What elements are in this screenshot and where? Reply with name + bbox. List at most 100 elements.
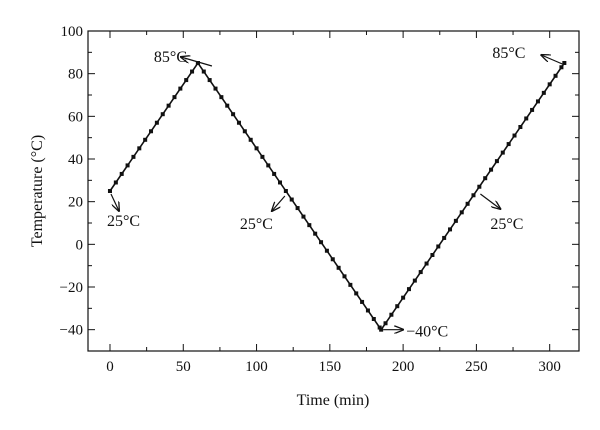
series-marker	[213, 86, 218, 91]
series-marker	[160, 112, 165, 117]
series-vertex-marker	[107, 189, 112, 193]
series-marker	[166, 103, 171, 108]
series-marker	[231, 112, 236, 117]
series-marker	[389, 312, 394, 317]
series-marker	[348, 282, 353, 287]
x-tick-label: 50	[176, 359, 191, 375]
annotation-neg40c: −40°C	[406, 324, 448, 341]
series-vertex-marker	[562, 61, 567, 65]
series-marker	[113, 180, 118, 185]
series-marker	[430, 253, 435, 257]
plot-frame	[87, 30, 580, 352]
series-marker	[272, 171, 277, 176]
series-marker	[553, 73, 558, 78]
series-marker	[471, 193, 476, 198]
series-marker	[448, 227, 453, 232]
series-vertex-marker	[195, 61, 200, 65]
series-marker	[336, 265, 341, 270]
series-marker	[283, 189, 288, 193]
series-marker	[149, 129, 154, 134]
series-marker	[453, 218, 458, 223]
annotation-85c-top: 85°C	[154, 49, 187, 66]
series-marker	[289, 197, 294, 202]
series-marker	[547, 82, 552, 87]
series-marker	[354, 291, 359, 296]
series-line	[109, 61, 566, 332]
markers-group	[107, 61, 567, 332]
series-marker	[119, 171, 124, 176]
series-marker	[184, 78, 189, 83]
y-tick-label: 80	[68, 67, 83, 83]
series-marker	[260, 154, 265, 159]
annotation-25c-middle: 25°C	[240, 216, 273, 233]
series-marker	[131, 154, 136, 159]
annotation-arrow-25c-right	[480, 193, 500, 209]
series-marker	[254, 146, 259, 151]
series-marker	[465, 201, 470, 206]
series-marker	[225, 103, 230, 108]
series-marker	[401, 295, 406, 300]
series-marker	[377, 325, 382, 330]
y-tick-label: −40	[60, 323, 83, 339]
y-tick-label: 0	[76, 237, 84, 253]
series-marker	[219, 95, 224, 100]
y-tick-label: 40	[68, 152, 83, 168]
series-marker	[436, 244, 441, 249]
annotation-85c-end: 85°C	[492, 45, 525, 62]
series-marker	[178, 86, 183, 91]
series-marker	[371, 317, 376, 321]
series-marker	[307, 223, 312, 228]
y-tick-label: 60	[68, 109, 83, 125]
y-tick-label: 20	[68, 195, 83, 211]
series-marker	[236, 120, 241, 125]
x-axis-label: Time (min)	[297, 392, 370, 409]
annotation-arrow-25c-start	[110, 193, 119, 211]
axis-tick-labels: 0 50 100 150 200 250 300 −40 −20 0 20 40 60 80 100	[60, 24, 561, 375]
x-tick-label: 250	[465, 359, 488, 375]
series-marker	[365, 308, 370, 313]
series-marker	[330, 257, 335, 262]
y-axis-label: Temperature (°C)	[29, 135, 46, 247]
series-marker	[342, 274, 347, 279]
x-tick-label: 0	[106, 359, 114, 375]
series-marker	[535, 99, 540, 104]
series-marker	[207, 78, 212, 83]
y-tick-label: −20	[60, 280, 83, 296]
series-marker	[383, 321, 388, 326]
annotation-25c-right: 25°C	[490, 216, 523, 233]
series-marker	[242, 129, 247, 134]
series-marker	[412, 278, 417, 283]
series-marker	[512, 133, 517, 138]
series-marker	[406, 287, 411, 292]
series-marker	[324, 248, 329, 253]
series-marker	[266, 163, 271, 168]
series-marker	[489, 167, 494, 172]
series-marker	[143, 137, 148, 142]
series-marker	[301, 214, 306, 219]
series-marker	[524, 116, 529, 121]
series-marker	[459, 210, 464, 215]
series-marker	[424, 261, 429, 266]
annotations-group: 85°C 25°C 25°C −40°C 25°C 85°C	[107, 45, 563, 341]
annotation-arrow-25c-middle	[272, 195, 286, 211]
series-marker	[541, 90, 546, 95]
series-vertex-marker	[379, 327, 384, 332]
series-marker	[137, 146, 142, 151]
series-marker	[395, 304, 400, 309]
series-marker	[313, 231, 318, 236]
annotation-arrow-85c-top	[181, 57, 213, 67]
series-marker	[190, 69, 195, 74]
series-marker	[172, 95, 177, 100]
series-marker	[201, 69, 206, 74]
series-marker	[559, 65, 564, 70]
series-marker	[154, 120, 159, 125]
axis-ticks	[88, 30, 579, 352]
series-marker	[500, 150, 505, 155]
series-marker	[319, 240, 324, 245]
series-marker	[483, 176, 488, 181]
x-tick-label: 200	[392, 359, 415, 375]
series-marker	[125, 163, 130, 168]
series-marker	[477, 184, 482, 189]
annotation-25c-start: 25°C	[107, 213, 140, 230]
